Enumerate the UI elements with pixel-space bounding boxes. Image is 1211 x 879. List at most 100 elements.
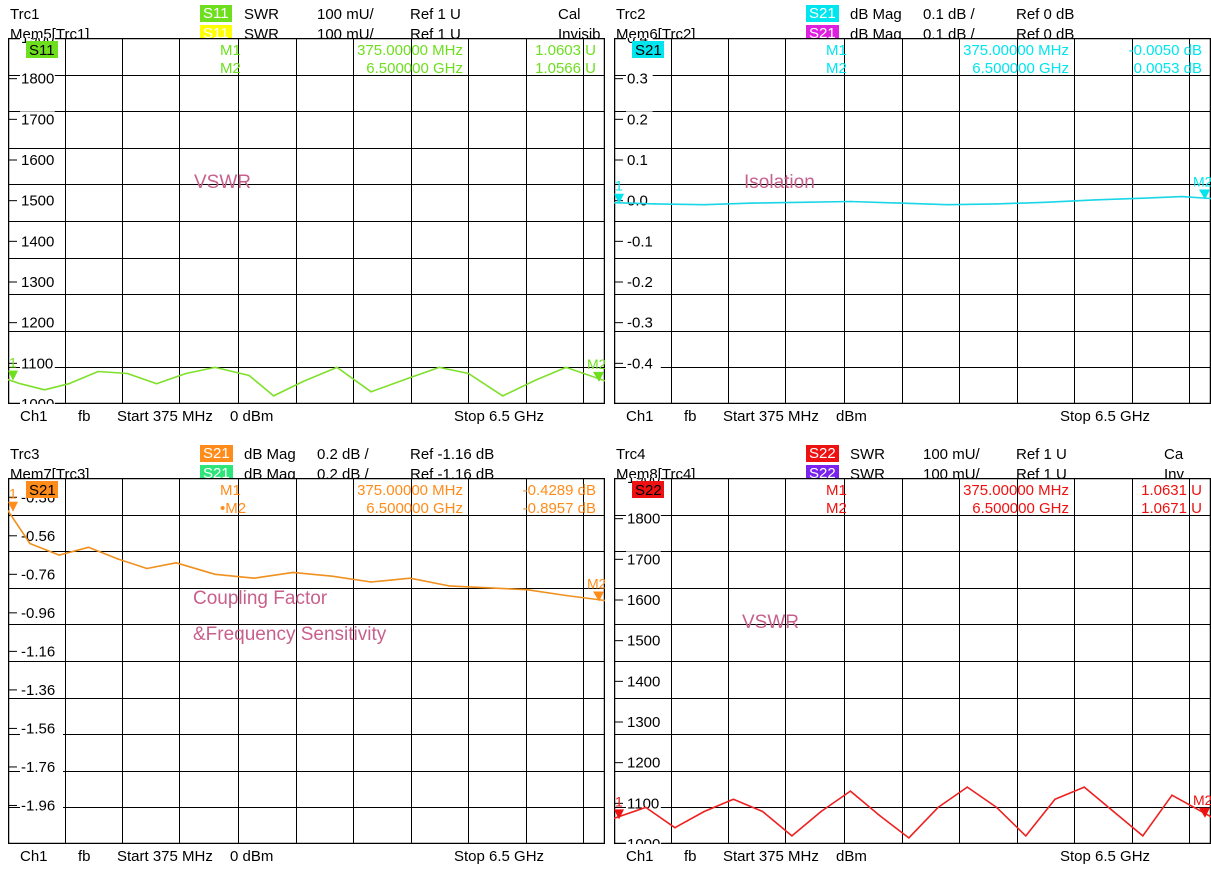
marker-m1-triangle[interactable] [8,370,18,381]
plot-area[interactable]: -0.36-0.56-0.76-0.96-1.16-1.36-1.56-1.76… [8,478,605,844]
svg-text:S22: S22 [635,482,662,499]
trace-point [1093,199,1095,201]
marker-m2-triangle[interactable] [1199,189,1210,200]
channel-label: Ch1 [20,848,48,865]
marker-m1-triangle[interactable] [614,809,624,820]
y-tick: 1500 [8,192,55,210]
channel-label: Ch1 [626,408,654,425]
param-badge[interactable]: S11 [200,5,232,22]
marker-m2-triangle[interactable] [1199,807,1210,818]
y-tick-label: -0.1 [627,233,653,250]
marker-readout: M1 375.00000 MHz -0.4289 dB [220,482,596,499]
trace-tag[interactable]: S21 [632,41,664,59]
trace-point [604,599,605,602]
stop-freq: Stop 6.5 GHz [1060,848,1151,865]
trace-point [467,372,470,375]
y-tick-label: 0.0 [627,193,648,210]
plot-area[interactable]: 1900180017001600150014001300120011001000… [8,38,605,404]
marker-m1-triangle[interactable] [614,193,624,204]
trace-point [87,546,90,549]
plot-area[interactable]: 0.40.30.20.10.0-0.1-0.2-0.3-0.41M2S21M13… [614,38,1211,404]
trace-tag[interactable]: S11 [26,41,58,59]
y-tick-label: 0.2 [627,111,648,128]
marker-name: M1 [220,482,241,499]
format-label: dB Mag [850,6,902,23]
trace-tag[interactable]: S22 [632,481,664,499]
marker-m2-triangle[interactable] [593,371,604,382]
marker-value: 1.0566 U [535,60,596,77]
marker-m2-triangle[interactable] [593,591,604,602]
trace-point [966,786,969,788]
y-tick: -0.1 [614,233,661,250]
stop-freq: Stop 6.5 GHz [1060,408,1151,425]
marker-value: -0.0050 dB [1129,42,1202,59]
y-tick-label: -1.96 [21,797,55,814]
y-tick: 1800 [8,70,55,88]
trace-point [761,810,764,813]
trace-point [878,814,881,817]
trace-point [175,562,177,564]
param-badge[interactable]: S21 [806,5,839,22]
marker-m1-tag: 1 [615,793,623,809]
start-freq: Start 375 MHz [117,848,213,865]
marker-m1-triangle[interactable] [8,501,18,512]
trace-line[interactable] [8,510,605,602]
y-tick: 1100 [614,795,661,812]
param-badge[interactable]: S21 [200,445,233,462]
y-tick-label: 1400 [627,673,660,690]
trace-point [438,366,441,369]
trace-point [116,558,119,560]
y-tick-label: 1100 [21,355,53,372]
marker-m2-tag: M2 [1193,174,1211,190]
trace-point [674,826,676,829]
marker-name: M2 [826,500,847,517]
trace-point [1054,798,1056,801]
param-badge[interactable]: S22 [806,445,839,462]
y-tick: 0.1 [614,152,653,169]
trace-point [336,366,338,369]
marker-name: •M2 [220,500,246,517]
y-tick-label: -1.36 [21,682,55,699]
y-tick-label: -1.56 [21,720,55,737]
trace-point [849,200,852,203]
marker-readout: M2 6.500000 GHz 1.0566 U [220,60,596,77]
power-label: dBm [836,408,867,425]
y-tick: 0.2 [614,111,653,128]
trace-point [752,202,754,204]
trace-point [19,382,21,385]
scale-label: 100 mU/ [317,6,374,23]
start-freq: Start 375 MHz [723,408,819,425]
start-freq: Start 375 MHz [117,408,213,425]
trace-point [898,202,900,204]
marker-m1-tag: 1 [9,486,17,502]
trace-point [214,573,216,576]
trace-line[interactable] [614,195,1211,206]
y-tick: 1100 [8,355,55,372]
y-tick-label: 1200 [627,755,660,772]
cal-status: Ca [1164,446,1184,463]
trace-tag[interactable]: S21 [26,481,58,499]
trace-point [732,798,735,801]
marker-value: 0.0053 dB [1134,60,1202,77]
plot-area[interactable]: 1900180017001600150014001300120011001000… [614,478,1211,844]
marker-freq: 375.00000 MHz [357,482,463,499]
y-tick: 1600 [8,152,55,169]
marker-freq: 375.00000 MHz [963,42,1069,59]
trace-panel-4: Trc4 SWR 100 mU/Ref 1 U Ca S22 Mem8[Trc4] SWR 1… [606,440,1211,879]
marker-m2-tag: M2 [587,575,605,591]
trace-point [185,372,187,375]
y-tick-label: 1700 [21,111,54,128]
y-tick: -1.76 [8,758,63,776]
trace-point [1181,195,1183,198]
y-tick-label: -0.56 [21,528,55,545]
trace-point [995,806,998,809]
marker-m1-tag: 1 [615,178,623,194]
stop-freq: Stop 6.5 GHz [454,408,545,425]
fb-label: fb [78,848,91,865]
marker-freq: 6.500000 GHz [972,500,1069,517]
marker-readout: M2 6.500000 GHz 1.0671 U [826,500,1202,517]
y-tick-label: 1100 [627,795,659,812]
trace-point [1083,786,1086,788]
marker-freq: 6.500000 GHz [366,500,463,517]
scale-label: 0.1 dB / [923,6,975,23]
